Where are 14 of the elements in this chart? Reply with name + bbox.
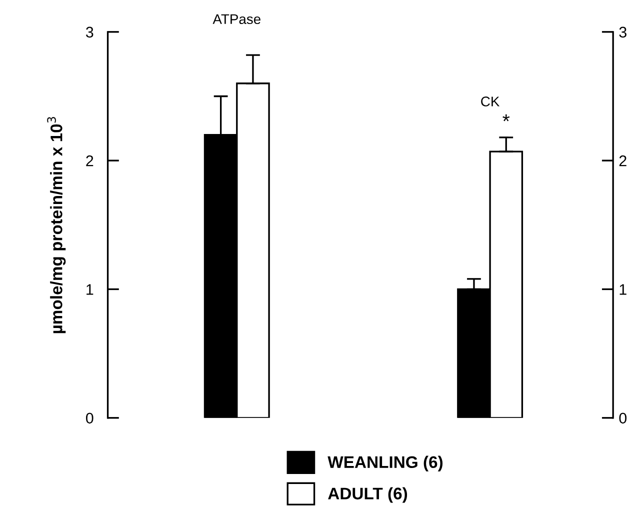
x-tick-label: CK bbox=[481, 96, 500, 106]
annotation: * bbox=[502, 114, 510, 122]
legend-label: WEANLING (6) bbox=[328, 456, 443, 472]
y-axis-title: µmole/mg protein/min x 10$^{3}$ bbox=[47, 117, 66, 334]
x-tick-label: ATPase bbox=[212, 14, 260, 24]
y-tick-label: 3 bbox=[86, 26, 94, 38]
y2-tick-label: 2 bbox=[619, 155, 626, 166]
y2-tick-label: 3 bbox=[619, 26, 626, 38]
y-tick-label: 1 bbox=[86, 284, 94, 295]
y2-tick-label: 0 bbox=[619, 412, 627, 424]
y-tick-label: 2 bbox=[86, 155, 94, 166]
y-tick-label: 0 bbox=[86, 412, 94, 424]
y2-tick-label: 1 bbox=[620, 284, 626, 295]
legend-label: ADULT (6) bbox=[328, 487, 408, 503]
